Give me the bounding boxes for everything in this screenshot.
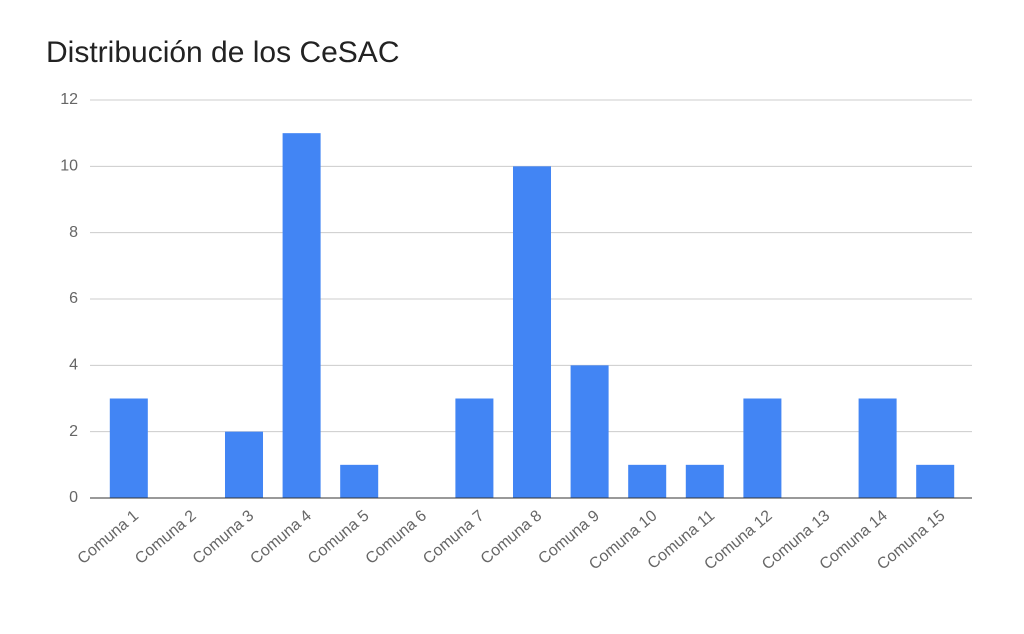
bar	[109, 398, 148, 498]
y-tick-label: 0	[69, 489, 78, 506]
y-tick-label: 10	[60, 158, 78, 175]
chart-title: Distribución de los CeSAC	[46, 36, 399, 69]
bar	[340, 464, 379, 498]
y-tick-label: 2	[69, 423, 78, 440]
bar	[743, 398, 782, 498]
bar	[512, 166, 552, 499]
bar	[224, 431, 264, 498]
bar	[570, 365, 609, 498]
y-tick-label: 8	[69, 224, 78, 241]
bar	[455, 398, 494, 498]
y-tick-label: 12	[60, 91, 78, 108]
bar	[628, 464, 667, 498]
y-tick-label: 6	[69, 290, 78, 307]
bar	[685, 464, 724, 498]
y-tick-label: 4	[69, 357, 78, 374]
bar	[858, 398, 897, 498]
bar	[916, 464, 955, 498]
bar	[282, 133, 321, 498]
